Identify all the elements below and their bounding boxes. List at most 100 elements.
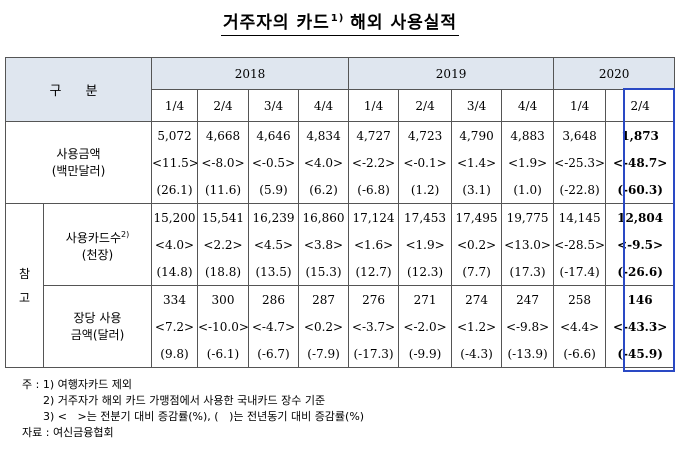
header-quarter: 3/4 bbox=[248, 89, 299, 122]
table-cell: 300 bbox=[197, 285, 249, 313]
table-cell: (7.7) bbox=[451, 258, 503, 286]
header-quarter: 1/4 bbox=[151, 89, 198, 122]
table-cell: (-17.4) bbox=[553, 258, 607, 286]
table-cell: 258 bbox=[553, 285, 607, 313]
table-cell: (18.8) bbox=[197, 258, 249, 286]
table-cell: (-6.1) bbox=[197, 340, 249, 368]
title-rest: 해외 사용실적 bbox=[350, 13, 458, 33]
row-label-line1: 사용카드수2) bbox=[45, 226, 151, 247]
table-cell: 15,541 bbox=[197, 203, 249, 231]
table-row: 장당 사용 금액(달러) 334 300 286 287 276 271 274 247 258 14… bbox=[6, 285, 676, 368]
table-cell: <-0.5> bbox=[248, 149, 299, 176]
table-cell: 247 bbox=[501, 285, 555, 313]
table-cell: (1.0) bbox=[501, 176, 555, 204]
table-cell: 4,790 bbox=[451, 121, 503, 149]
header-quarter: 2/4 bbox=[197, 89, 249, 122]
row-label-line2: (천장) bbox=[81, 247, 114, 262]
table-cell: <1.2> bbox=[451, 313, 503, 340]
table-cell: <0.2> bbox=[297, 313, 350, 340]
row-label-footnote-marker: 2) bbox=[120, 229, 130, 239]
table-cell-current: (-45.9) bbox=[605, 340, 676, 368]
row-label-text: 사용카드수 bbox=[65, 230, 121, 245]
table-cell: (-6.8) bbox=[348, 176, 400, 204]
table-cell: (-17.3) bbox=[348, 340, 400, 368]
table-row: <4.0> <2.2> <4.5> <3.8> <1.6> <1.9> <0.2> <13.0… bbox=[6, 231, 676, 258]
table-cell: 19,775 bbox=[501, 203, 555, 231]
table-cell: <-8.0> bbox=[197, 149, 249, 176]
table-cell: 16,860 bbox=[297, 203, 350, 231]
row-label-cards: 사용카드수2) (천장) bbox=[43, 203, 152, 286]
table-cell: 4,727 bbox=[348, 121, 400, 149]
header-quarter-current: 2/4 bbox=[605, 89, 676, 122]
table-cell: (26.1) bbox=[151, 176, 198, 204]
table-cell: (12.3) bbox=[398, 258, 453, 286]
table-title: 거주자의 카드1) 해외 사용실적 bbox=[0, 8, 680, 36]
table-row: (9.8) (-6.1) (-6.7) (-7.9) (-17.3) (-9.9) (-4.… bbox=[6, 340, 676, 368]
table-cell: 4,883 bbox=[501, 121, 555, 149]
table-cell: (15.3) bbox=[297, 258, 350, 286]
table-cell: 4,834 bbox=[297, 121, 350, 149]
table-cell: <4.5> bbox=[248, 231, 299, 258]
table-cell: (1.2) bbox=[398, 176, 453, 204]
reference-label: 참고 bbox=[5, 203, 44, 368]
header-year-2018: 2018 bbox=[150, 57, 350, 90]
title-footnote-marker: 1) bbox=[330, 13, 345, 25]
table-cell: (-6.6) bbox=[553, 340, 607, 368]
table-cell: <1.9> bbox=[501, 149, 555, 176]
table-cell: <-2.2> bbox=[348, 149, 400, 176]
table-cell: 334 bbox=[151, 285, 198, 313]
table-cell: <0.2> bbox=[451, 231, 503, 258]
table-cell: (-6.7) bbox=[248, 340, 299, 368]
table-cell: (-4.3) bbox=[451, 340, 503, 368]
table-row: 참고 사용카드수2) (천장) 15,200 15,541 16,239 16,860 17,… bbox=[5, 203, 676, 368]
table-cell: 286 bbox=[248, 285, 299, 313]
table-cell: (6.2) bbox=[297, 176, 350, 204]
header-quarter: 4/4 bbox=[501, 89, 555, 122]
table-cell-current: (-26.6) bbox=[605, 258, 676, 286]
table-cell: 3,648 bbox=[553, 121, 607, 149]
table-cell: 15,200 bbox=[151, 203, 198, 231]
table-cell: 5,072 bbox=[151, 121, 198, 149]
table-cell: 274 bbox=[451, 285, 503, 313]
table-cell: (13.5) bbox=[248, 258, 299, 286]
table-cell: 17,453 bbox=[398, 203, 453, 231]
table-row: (26.1) (11.6) (5.9) (6.2) (-6.8) (1.2) (3.1) (1… bbox=[6, 176, 676, 204]
header-year-2020: 2020 bbox=[553, 57, 676, 90]
table-cell-current: <-48.7> bbox=[605, 149, 676, 176]
table-cell: 16,239 bbox=[248, 203, 299, 231]
table-cell-current: 146 bbox=[605, 285, 676, 313]
table-cell: <4.4> bbox=[553, 313, 607, 340]
table-cell: 4,668 bbox=[197, 121, 249, 149]
card-usage-table: 구 분 2018 2019 2020 1/4 2/4 3/4 4/4 1/4 2… bbox=[5, 57, 676, 368]
header-quarter: 4/4 bbox=[297, 89, 350, 122]
header-quarter: 1/4 bbox=[553, 89, 607, 122]
table-cell: (12.7) bbox=[348, 258, 400, 286]
table-cell-current: 1,873 bbox=[605, 121, 676, 149]
table-cell: 276 bbox=[348, 285, 400, 313]
row-label-text: 장당 사용 bbox=[73, 310, 122, 325]
row-label-line2: 금액(달러) bbox=[70, 327, 125, 342]
table-cell: <-10.0> bbox=[197, 313, 249, 340]
header-row-years: 구 분 2018 2019 2020 bbox=[5, 57, 676, 122]
footnotes: 주 : 1) 여행자카드 제외 2) 거주자가 해외 카드 가맹점에서 사용한 … bbox=[22, 377, 364, 441]
table-cell: 287 bbox=[297, 285, 350, 313]
footnote-1: 주 : 1) 여행자카드 제외 bbox=[22, 378, 132, 391]
row-label-line2: (백만달러) bbox=[51, 163, 106, 178]
row-label-line1: 사용금액 bbox=[56, 146, 101, 161]
table-row: <7.2> <-10.0> <-4.7> <0.2> <-3.7> <-2.0> <1.2>… bbox=[6, 313, 676, 340]
table-cell: (17.3) bbox=[501, 258, 555, 286]
table-cell: 271 bbox=[398, 285, 453, 313]
table-row: <11.5> <-8.0> <-0.5> <4.0> <-2.2> <-0.1> <1.4>… bbox=[6, 149, 676, 176]
table-cell: <-2.0> bbox=[398, 313, 453, 340]
header-year-2019: 2019 bbox=[348, 57, 555, 90]
table-cell: (5.9) bbox=[248, 176, 299, 204]
table-cell: <-3.7> bbox=[348, 313, 400, 340]
header-quarter: 2/4 bbox=[398, 89, 453, 122]
table-cell-current: (-60.3) bbox=[605, 176, 676, 204]
table-cell: <4.0> bbox=[151, 231, 198, 258]
table-cell-current: <-43.3> bbox=[605, 313, 676, 340]
table-cell: (9.8) bbox=[151, 340, 198, 368]
footnote-2: 2) 거주자가 해외 카드 가맹점에서 사용한 국내카드 장수 기준 bbox=[22, 394, 326, 407]
table-cell: <7.2> bbox=[151, 313, 198, 340]
